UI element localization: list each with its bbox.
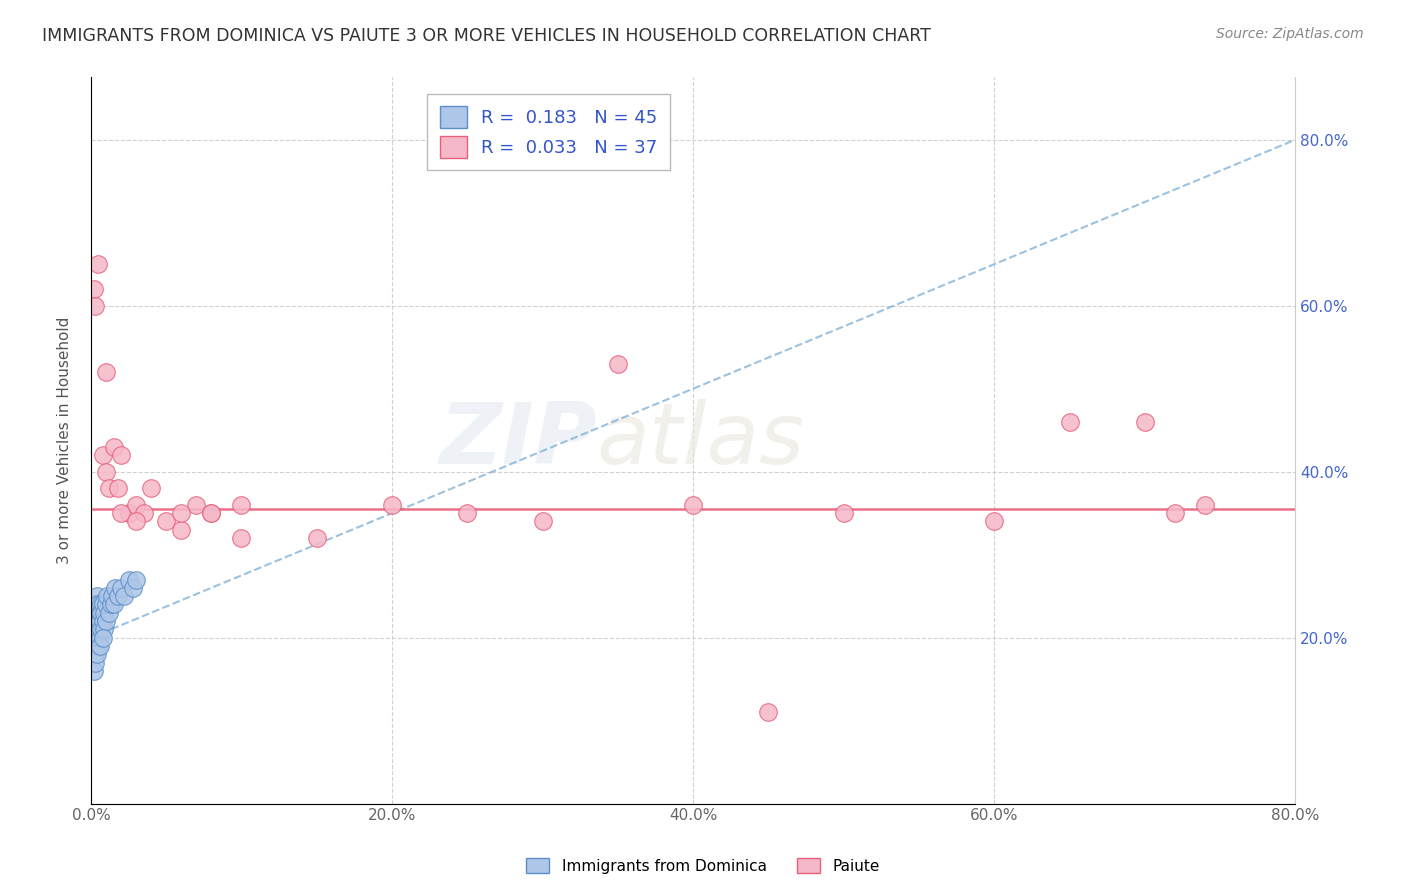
Point [1164, 506, 1187, 520]
Point [107, 481, 129, 495]
Point [170, 523, 193, 537]
Point [117, 573, 139, 587]
Point [87, 614, 110, 628]
Point [1059, 415, 1081, 429]
Point [200, 506, 222, 520]
Point [1133, 415, 1156, 429]
Point [83, 664, 105, 678]
Point [110, 506, 132, 520]
Point [122, 581, 145, 595]
Point [87, 257, 110, 271]
Point [94, 365, 117, 379]
Point [83, 639, 105, 653]
Point [758, 706, 780, 720]
Point [90, 623, 112, 637]
Point [83, 282, 105, 296]
Point [89, 639, 111, 653]
Point [155, 515, 177, 529]
Point [305, 531, 328, 545]
Point [101, 589, 124, 603]
Point [86, 614, 108, 628]
Point [91, 448, 114, 462]
Point [231, 531, 253, 545]
Y-axis label: 3 or more Vehicles in Household: 3 or more Vehicles in Household [58, 317, 72, 565]
Point [112, 589, 135, 603]
Point [84, 631, 107, 645]
Point [89, 606, 111, 620]
Point [84, 299, 107, 313]
Point [84, 606, 107, 620]
Point [606, 357, 628, 371]
Point [103, 440, 125, 454]
Point [98, 606, 121, 620]
Point [132, 506, 155, 520]
Point [89, 614, 111, 628]
Point [94, 598, 117, 612]
Point [86, 589, 108, 603]
Point [104, 581, 127, 595]
Point [91, 631, 114, 645]
Point [832, 506, 855, 520]
Point [82, 614, 104, 628]
Point [110, 581, 132, 595]
Text: atlas: atlas [596, 399, 804, 482]
Point [96, 589, 118, 603]
Point [93, 606, 115, 620]
Point [107, 589, 129, 603]
Point [200, 506, 222, 520]
Point [682, 498, 704, 512]
Point [90, 598, 112, 612]
Point [1194, 498, 1216, 512]
Point [94, 614, 117, 628]
Point [91, 598, 114, 612]
Point [125, 498, 148, 512]
Point [87, 639, 110, 653]
Point [84, 623, 107, 637]
Legend: Immigrants from Dominica, Paiute: Immigrants from Dominica, Paiute [520, 852, 886, 880]
Point [84, 647, 107, 661]
Point [86, 647, 108, 661]
Point [86, 631, 108, 645]
Point [93, 623, 115, 637]
Text: Source: ZipAtlas.com: Source: ZipAtlas.com [1216, 27, 1364, 41]
Point [456, 506, 478, 520]
Point [186, 498, 208, 512]
Point [87, 598, 110, 612]
Point [110, 448, 132, 462]
Point [170, 506, 193, 520]
Point [231, 498, 253, 512]
Point [141, 481, 163, 495]
Point [90, 606, 112, 620]
Text: IMMIGRANTS FROM DOMINICA VS PAIUTE 3 OR MORE VEHICLES IN HOUSEHOLD CORRELATION C: IMMIGRANTS FROM DOMINICA VS PAIUTE 3 OR … [42, 27, 931, 45]
Point [87, 623, 110, 637]
Legend: R =  0.183   N = 45, R =  0.033   N = 37: R = 0.183 N = 45, R = 0.033 N = 37 [427, 94, 671, 170]
Point [381, 498, 404, 512]
Point [125, 573, 148, 587]
Point [89, 631, 111, 645]
Point [83, 598, 105, 612]
Point [531, 515, 554, 529]
Point [82, 631, 104, 645]
Point [103, 598, 125, 612]
Point [83, 614, 105, 628]
Point [91, 614, 114, 628]
Text: ZIP: ZIP [439, 399, 596, 482]
Point [117, 506, 139, 520]
Point [94, 465, 117, 479]
Point [983, 515, 1005, 529]
Point [98, 481, 121, 495]
Point [100, 598, 122, 612]
Point [84, 656, 107, 670]
Point [125, 515, 148, 529]
